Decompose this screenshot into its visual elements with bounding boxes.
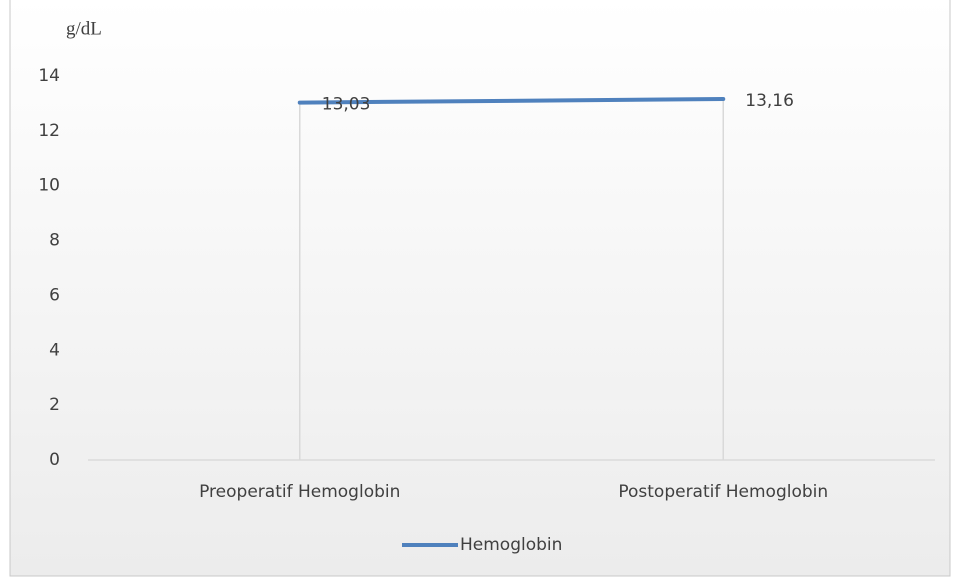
y-tick-label: 6 <box>49 285 60 305</box>
y-tick-label: 0 <box>49 450 60 470</box>
legend-label: Hemoglobin <box>460 535 562 555</box>
x-tick-label: Postoperatif Hemoglobin <box>618 482 828 502</box>
y-tick-label: 2 <box>49 395 60 415</box>
y-tick-label: 14 <box>38 66 60 86</box>
series-line <box>297 97 726 105</box>
y-tick-label: 8 <box>49 231 60 251</box>
y-tick-label: 10 <box>38 176 60 196</box>
chart-frame <box>9 0 951 577</box>
data-label: 13,16 <box>745 91 794 111</box>
data-label: 13,03 <box>322 95 371 115</box>
y-axis-label: g/dL <box>66 18 102 39</box>
x-tick-label: Preoperatif Hemoglobin <box>199 482 400 502</box>
y-tick-label: 12 <box>38 121 60 141</box>
y-tick-label: 4 <box>49 340 60 360</box>
